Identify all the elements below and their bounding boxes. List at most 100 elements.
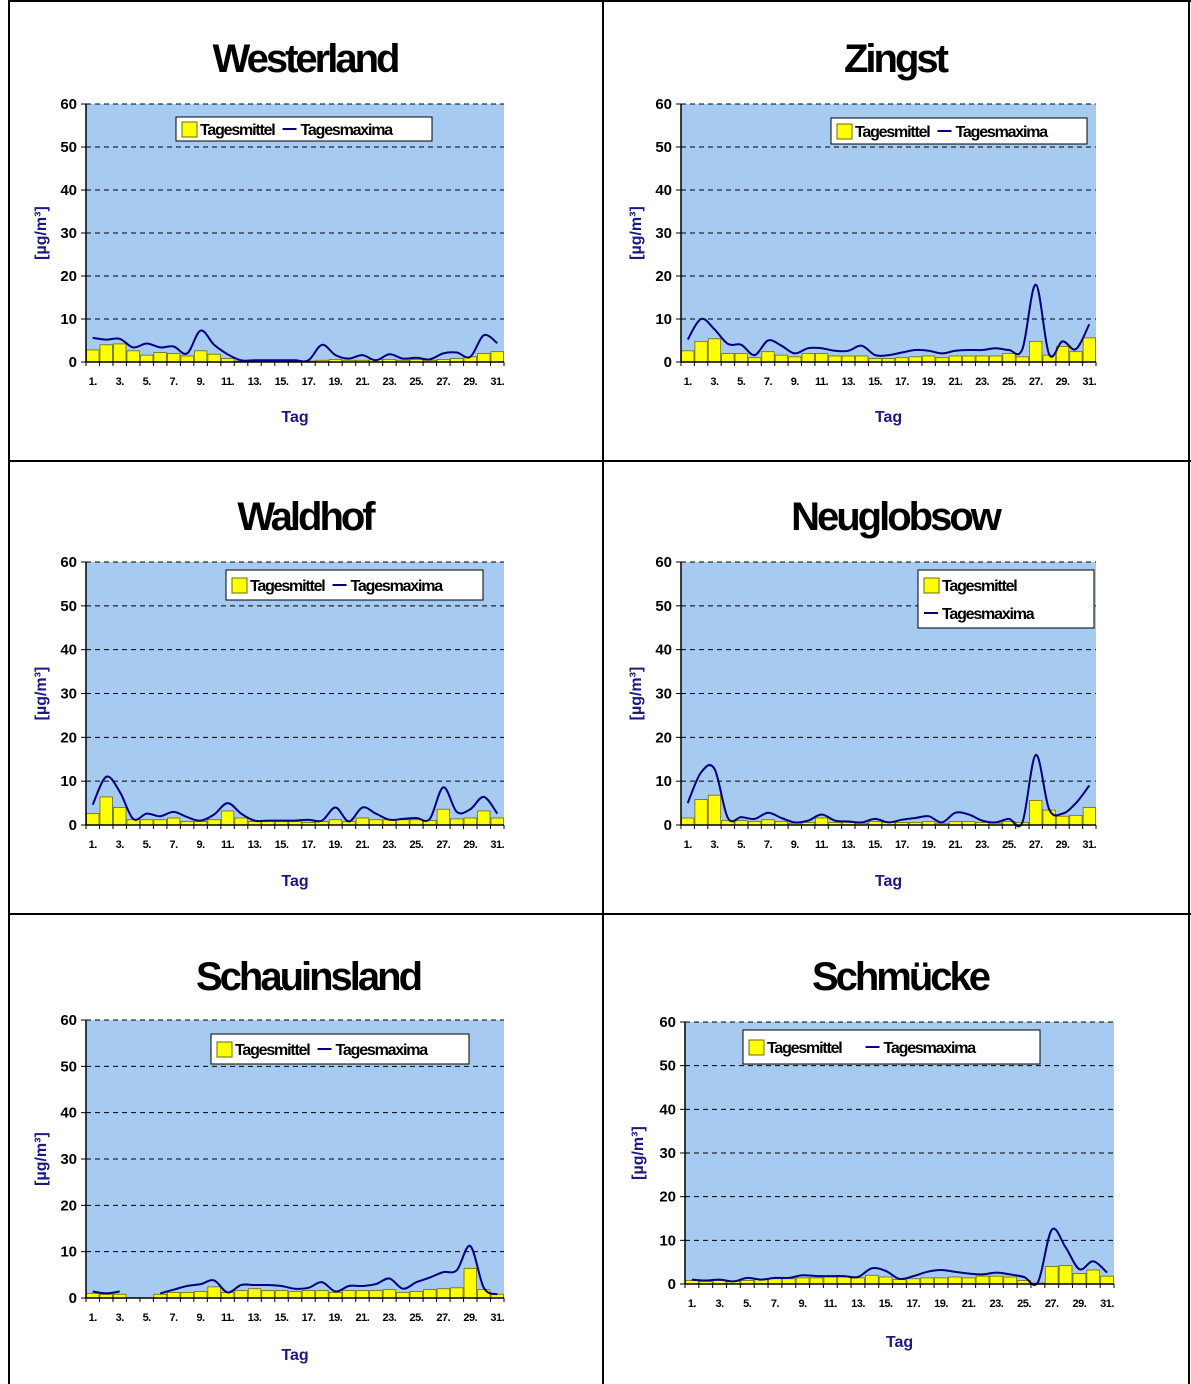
legend-swatch-bar	[748, 1039, 765, 1056]
bar	[721, 352, 735, 363]
bar	[801, 352, 815, 363]
x-tick-label: 27.	[1029, 376, 1043, 388]
x-tick-label: 17.	[895, 839, 909, 851]
x-tick-label: 21.	[356, 376, 370, 388]
bar	[1069, 351, 1083, 363]
x-tick-label: 5.	[737, 376, 746, 388]
y-tick-label: 50	[60, 598, 77, 615]
x-tick-label: 9.	[791, 376, 800, 388]
bar	[396, 1292, 410, 1299]
bar	[86, 349, 100, 363]
series-line	[686, 283, 1091, 358]
x-tick-label: 21.	[356, 1312, 370, 1324]
y-tick-label: 40	[655, 642, 672, 659]
bar	[795, 1277, 810, 1285]
chart-title: Schauinsland	[196, 955, 421, 999]
bar	[837, 1276, 851, 1285]
x-tick-label: 23.	[382, 376, 396, 388]
x-tick-label: 17.	[906, 1298, 920, 1310]
y-axis-label: [µg/m³]	[33, 206, 50, 260]
bar	[113, 343, 127, 363]
bar	[1002, 352, 1016, 363]
bar	[86, 813, 100, 826]
y-tick-label: 10	[60, 773, 77, 790]
x-tick-label: 17.	[302, 376, 316, 388]
x-tick-label: 9.	[799, 1298, 808, 1310]
bar	[342, 1290, 356, 1299]
x-tick-label: 23.	[989, 1298, 1003, 1310]
legend-label-line: Tagesmaxima	[301, 122, 394, 139]
legend-swatch-bar	[923, 577, 940, 594]
x-axis-label: Tag	[281, 873, 308, 890]
plot-area	[685, 1022, 1114, 1284]
x-tick-label: 3.	[710, 376, 719, 388]
bar	[774, 354, 788, 363]
x-tick-label: 13.	[248, 1312, 262, 1324]
bar	[99, 344, 113, 363]
x-tick-label: 9.	[791, 839, 800, 851]
x-tick-label: 25.	[409, 376, 423, 388]
x-tick-label: 11.	[815, 376, 829, 388]
series-line	[91, 775, 499, 823]
x-tick-label: 7.	[170, 839, 179, 851]
x-tick-label: 27.	[436, 1312, 450, 1324]
x-tick-label: 11.	[824, 1298, 838, 1310]
x-tick-label: 3.	[116, 839, 125, 851]
x-tick-label: 13.	[841, 376, 855, 388]
x-tick-label: 27.	[1029, 839, 1043, 851]
legend-box	[917, 569, 1095, 629]
chart-title: Neuglobsow	[791, 495, 1003, 539]
bar	[193, 350, 208, 363]
chart-4: Schauinsland 0 10 20 30 40 50 60 1. 3. 5. 7. 9. 11. 13…	[33, 955, 505, 1364]
bar	[906, 1278, 921, 1285]
bar	[423, 1289, 437, 1299]
bar	[140, 819, 154, 826]
bar	[477, 1289, 491, 1299]
y-tick-label: 50	[659, 1058, 676, 1075]
x-tick-label: 17.	[895, 376, 909, 388]
bar	[922, 355, 936, 363]
legend-label-bar: Tagesmittel	[767, 1040, 842, 1057]
bar	[153, 819, 167, 826]
x-tick-label: 19.	[922, 839, 936, 851]
bar	[1003, 1276, 1018, 1285]
bar	[328, 819, 343, 826]
bar	[207, 1286, 221, 1299]
bar	[153, 352, 167, 363]
x-tick-label: 3.	[710, 839, 719, 851]
chart-title: Westerland	[213, 37, 398, 81]
legend-box	[830, 117, 1088, 145]
legend-label-line: Tagesmaxima	[351, 578, 444, 595]
x-tick-label: 25.	[1002, 839, 1016, 851]
bar	[261, 1290, 275, 1299]
bar	[934, 1277, 948, 1285]
bar	[841, 355, 855, 363]
bar	[1082, 337, 1096, 363]
x-tick-label: 17.	[302, 839, 316, 851]
x-tick-label: 1.	[684, 839, 693, 851]
y-tick-label: 0	[664, 817, 672, 834]
x-tick-label: 3.	[716, 1298, 725, 1310]
legend-swatch-bar	[836, 123, 853, 140]
y-tick-label: 40	[60, 182, 77, 199]
x-tick-label: 7.	[764, 839, 773, 851]
bar	[409, 819, 423, 826]
bar	[1015, 356, 1029, 363]
legend-label-line: Tagesmaxima	[336, 1042, 429, 1059]
y-axis-label: [µg/m³]	[628, 206, 645, 260]
bar	[382, 1289, 397, 1299]
x-tick-label: 15.	[868, 376, 882, 388]
bar	[450, 818, 464, 826]
bar	[193, 1291, 208, 1299]
y-axis-label: [µg/m³]	[33, 1132, 50, 1186]
x-tick-label: 29.	[463, 839, 477, 851]
bar	[814, 817, 829, 826]
x-tick-label: 27.	[1045, 1298, 1059, 1310]
x-tick-label: 15.	[275, 1312, 289, 1324]
y-tick-label: 60	[655, 96, 672, 113]
y-tick-label: 10	[659, 1232, 676, 1249]
y-tick-label: 40	[60, 1105, 77, 1122]
y-tick-label: 50	[60, 139, 77, 156]
x-tick-label: 1.	[684, 376, 693, 388]
